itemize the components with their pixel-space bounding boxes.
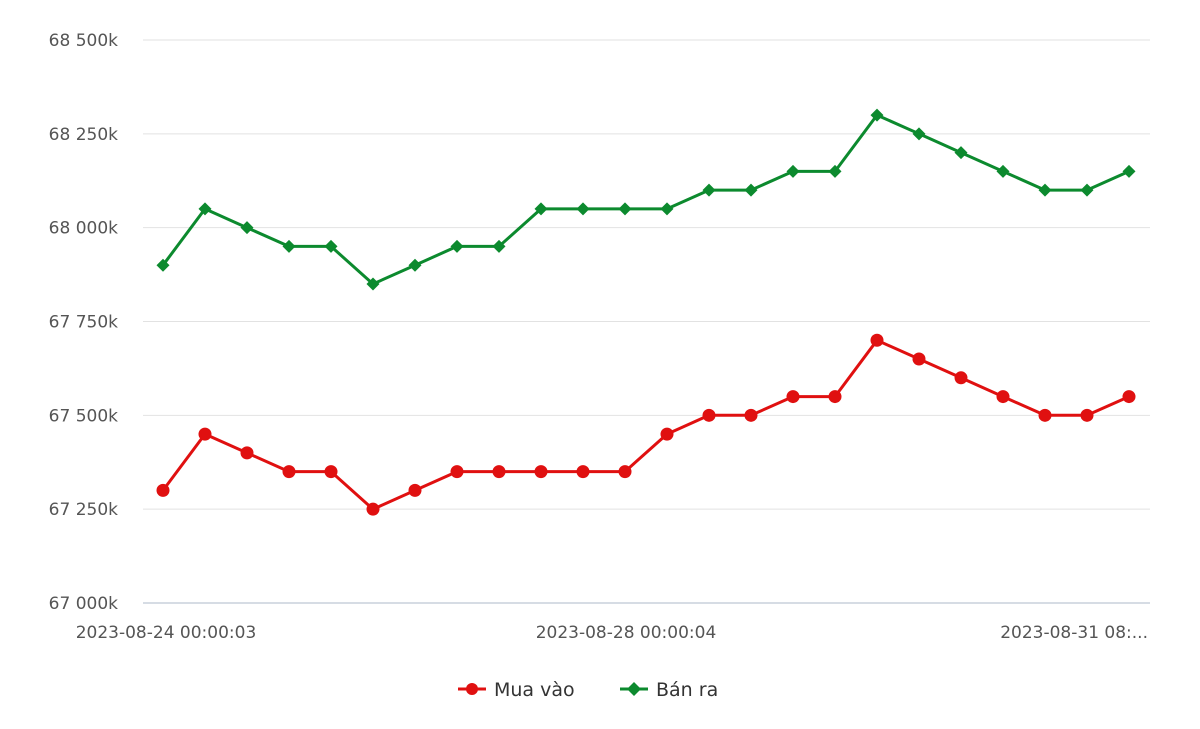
series-line xyxy=(161,113,1130,286)
legend-label-buy: Mua vào xyxy=(494,679,575,701)
data-point xyxy=(576,465,590,479)
data-point xyxy=(744,183,758,197)
data-point xyxy=(618,202,632,216)
data-point xyxy=(870,108,884,122)
data-point xyxy=(408,258,422,272)
series-group xyxy=(156,108,1136,516)
x-axis-ticks: 2023-08-24 00:00:03 2023-08-28 00:00:04 … xyxy=(76,623,1148,643)
x-tick-label: 2023-08-28 00:00:04 xyxy=(536,623,717,643)
series-buy xyxy=(156,333,1136,516)
y-tick-label: 68 250k xyxy=(49,125,118,145)
legend-item-sell[interactable]: Bán ra xyxy=(620,679,718,701)
data-point xyxy=(408,483,422,497)
data-point xyxy=(324,465,338,479)
y-tick-label: 68 000k xyxy=(49,219,118,239)
data-point xyxy=(954,371,968,385)
y-tick-label: 67 500k xyxy=(49,406,118,426)
data-point xyxy=(660,427,674,441)
legend: Mua vào Bán ra xyxy=(458,679,718,701)
data-point xyxy=(702,408,716,422)
data-point xyxy=(1080,408,1094,422)
data-point xyxy=(198,202,212,216)
legend-label-sell: Bán ra xyxy=(656,679,718,701)
data-point xyxy=(912,352,926,366)
legend-item-buy[interactable]: Mua vào xyxy=(458,679,575,701)
data-point xyxy=(996,390,1010,404)
data-point xyxy=(1122,390,1136,404)
data-point xyxy=(618,465,632,479)
y-tick-label: 67 750k xyxy=(49,313,118,333)
data-point xyxy=(786,164,800,178)
data-point xyxy=(450,239,464,253)
legend-marker-diamond xyxy=(627,682,641,696)
x-tick-label: 2023-08-24 00:00:03 xyxy=(76,623,257,643)
data-point xyxy=(492,465,506,479)
legend-marker-circle xyxy=(466,683,478,695)
data-point xyxy=(240,446,254,460)
y-tick-label: 68 500k xyxy=(49,31,118,51)
y-tick-label: 67 000k xyxy=(49,594,118,614)
data-point xyxy=(198,427,212,441)
data-point xyxy=(1038,183,1052,197)
y-axis-ticks: 67 000k 67 250k 67 500k 67 750k 68 000k 68 25… xyxy=(49,31,118,614)
data-point xyxy=(282,239,296,253)
data-point xyxy=(912,127,926,141)
data-point xyxy=(156,258,170,272)
data-point xyxy=(1038,408,1052,422)
data-point xyxy=(1122,164,1136,178)
data-point xyxy=(828,164,842,178)
data-point xyxy=(996,164,1010,178)
data-point xyxy=(240,221,254,235)
data-point xyxy=(324,239,338,253)
data-point xyxy=(828,390,842,404)
data-point xyxy=(786,390,800,404)
data-point xyxy=(492,239,506,253)
data-point xyxy=(366,277,380,291)
data-point xyxy=(1080,183,1094,197)
data-point xyxy=(870,333,884,347)
data-point xyxy=(576,202,590,216)
data-point xyxy=(660,202,674,216)
data-point xyxy=(954,146,968,160)
data-point xyxy=(702,183,716,197)
data-point xyxy=(534,202,548,216)
data-point xyxy=(450,465,464,479)
y-tick-label: 67 250k xyxy=(49,500,118,520)
x-tick-label: 2023-08-31 08:... xyxy=(1000,623,1148,643)
data-point xyxy=(366,502,380,516)
grid xyxy=(143,39,1150,604)
data-point xyxy=(282,465,296,479)
series-line xyxy=(161,338,1130,511)
data-point xyxy=(156,483,170,497)
data-point xyxy=(744,408,758,422)
data-point xyxy=(534,465,548,479)
series-sell xyxy=(156,108,1136,291)
